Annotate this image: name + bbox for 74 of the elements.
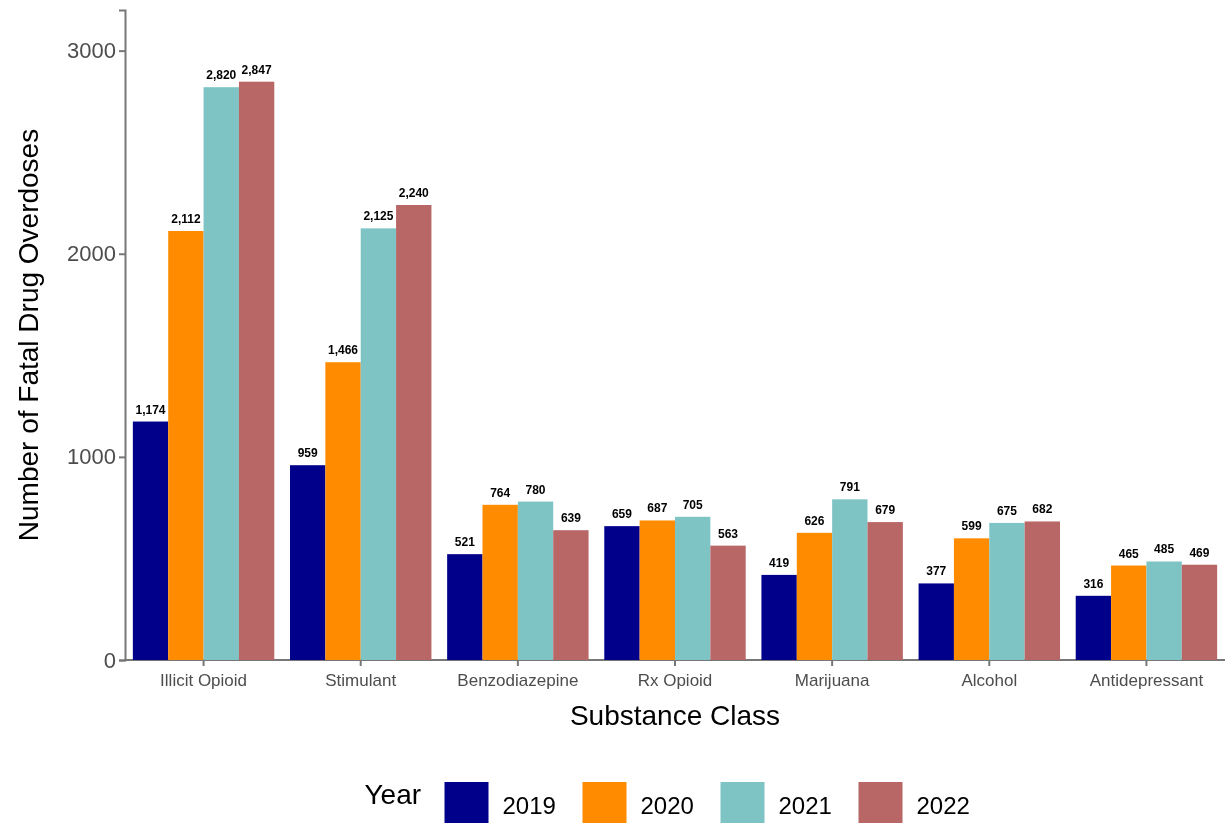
data-label: 1,174 xyxy=(135,402,166,417)
bar xyxy=(447,554,483,660)
bar xyxy=(1181,564,1218,660)
bar xyxy=(639,520,675,660)
bar xyxy=(360,228,397,660)
bar xyxy=(168,231,204,660)
bar xyxy=(953,538,990,660)
data-label: 521 xyxy=(454,535,476,550)
data-label: 2,240 xyxy=(398,186,430,200)
x-tick-label: Antidepressant xyxy=(1089,671,1204,690)
data-label: 959 xyxy=(297,446,319,461)
data-label: 1,466 xyxy=(328,343,359,358)
y-tick-label: 3000 xyxy=(67,38,116,64)
legend-label: 2020 xyxy=(640,792,694,819)
data-label: 2,847 xyxy=(241,62,272,77)
bar xyxy=(989,522,1025,660)
bar xyxy=(1075,595,1112,660)
y-tick-label: 1000 xyxy=(67,444,116,470)
bar xyxy=(203,87,239,660)
data-label: 469 xyxy=(1189,545,1210,560)
y-axis-title: Number of Fatal Drug Overdoses xyxy=(13,128,44,542)
bar xyxy=(1024,521,1060,660)
bar xyxy=(1111,565,1147,660)
data-label: 780 xyxy=(525,482,546,497)
data-label: 377 xyxy=(926,564,947,579)
data-label: 419 xyxy=(769,555,790,570)
legend-label: 2019 xyxy=(502,792,556,819)
bar xyxy=(290,465,326,660)
data-label: 2,820 xyxy=(206,68,237,83)
x-tick-label: Benzodiazepine xyxy=(457,671,579,690)
data-label: 465 xyxy=(1118,546,1140,561)
data-label: 687 xyxy=(647,501,668,516)
bar xyxy=(796,532,833,660)
bar xyxy=(553,530,589,660)
bar xyxy=(918,583,954,660)
data-label: 679 xyxy=(875,503,896,518)
bar xyxy=(761,574,797,660)
bar xyxy=(238,81,275,660)
data-label: 639 xyxy=(560,511,582,526)
x-tick-label: Alcohol xyxy=(961,671,1018,690)
data-label: 626 xyxy=(804,513,825,528)
bar xyxy=(396,205,432,660)
data-label: 2,112 xyxy=(171,212,201,226)
bar xyxy=(1146,561,1182,660)
bar xyxy=(710,545,746,660)
bar xyxy=(132,421,169,660)
data-label: 764 xyxy=(490,485,511,500)
data-label: 705 xyxy=(682,497,704,512)
x-axis-title: Substance Class xyxy=(569,700,781,731)
legend-label: 2021 xyxy=(778,792,832,819)
bar xyxy=(325,362,361,660)
x-tick-label: Marijuana xyxy=(794,671,871,690)
data-label: 659 xyxy=(611,507,633,522)
y-tick-label: 0 xyxy=(103,647,116,673)
data-label: 599 xyxy=(961,519,982,534)
bar xyxy=(832,499,868,660)
data-label: 675 xyxy=(996,503,1018,518)
x-tick-label: Illicit Opioid xyxy=(160,671,248,690)
data-label: 791 xyxy=(839,480,861,495)
data-label: 316 xyxy=(1083,576,1104,591)
bar xyxy=(517,501,554,660)
data-label: 682 xyxy=(1032,502,1053,517)
data-label: 563 xyxy=(718,526,739,541)
bar xyxy=(675,516,711,660)
bar xyxy=(482,504,518,660)
x-tick-label: Rx Opioid xyxy=(637,671,713,690)
x-tick-label: Stimulant xyxy=(325,671,397,690)
data-label: 485 xyxy=(1154,542,1175,557)
legend-label: 2022 xyxy=(916,792,970,819)
y-tick-label: 2000 xyxy=(67,241,116,267)
data-label: 2,125 xyxy=(363,209,394,224)
legend-title: Year xyxy=(364,779,422,810)
bar xyxy=(604,526,640,660)
bar xyxy=(867,522,903,660)
